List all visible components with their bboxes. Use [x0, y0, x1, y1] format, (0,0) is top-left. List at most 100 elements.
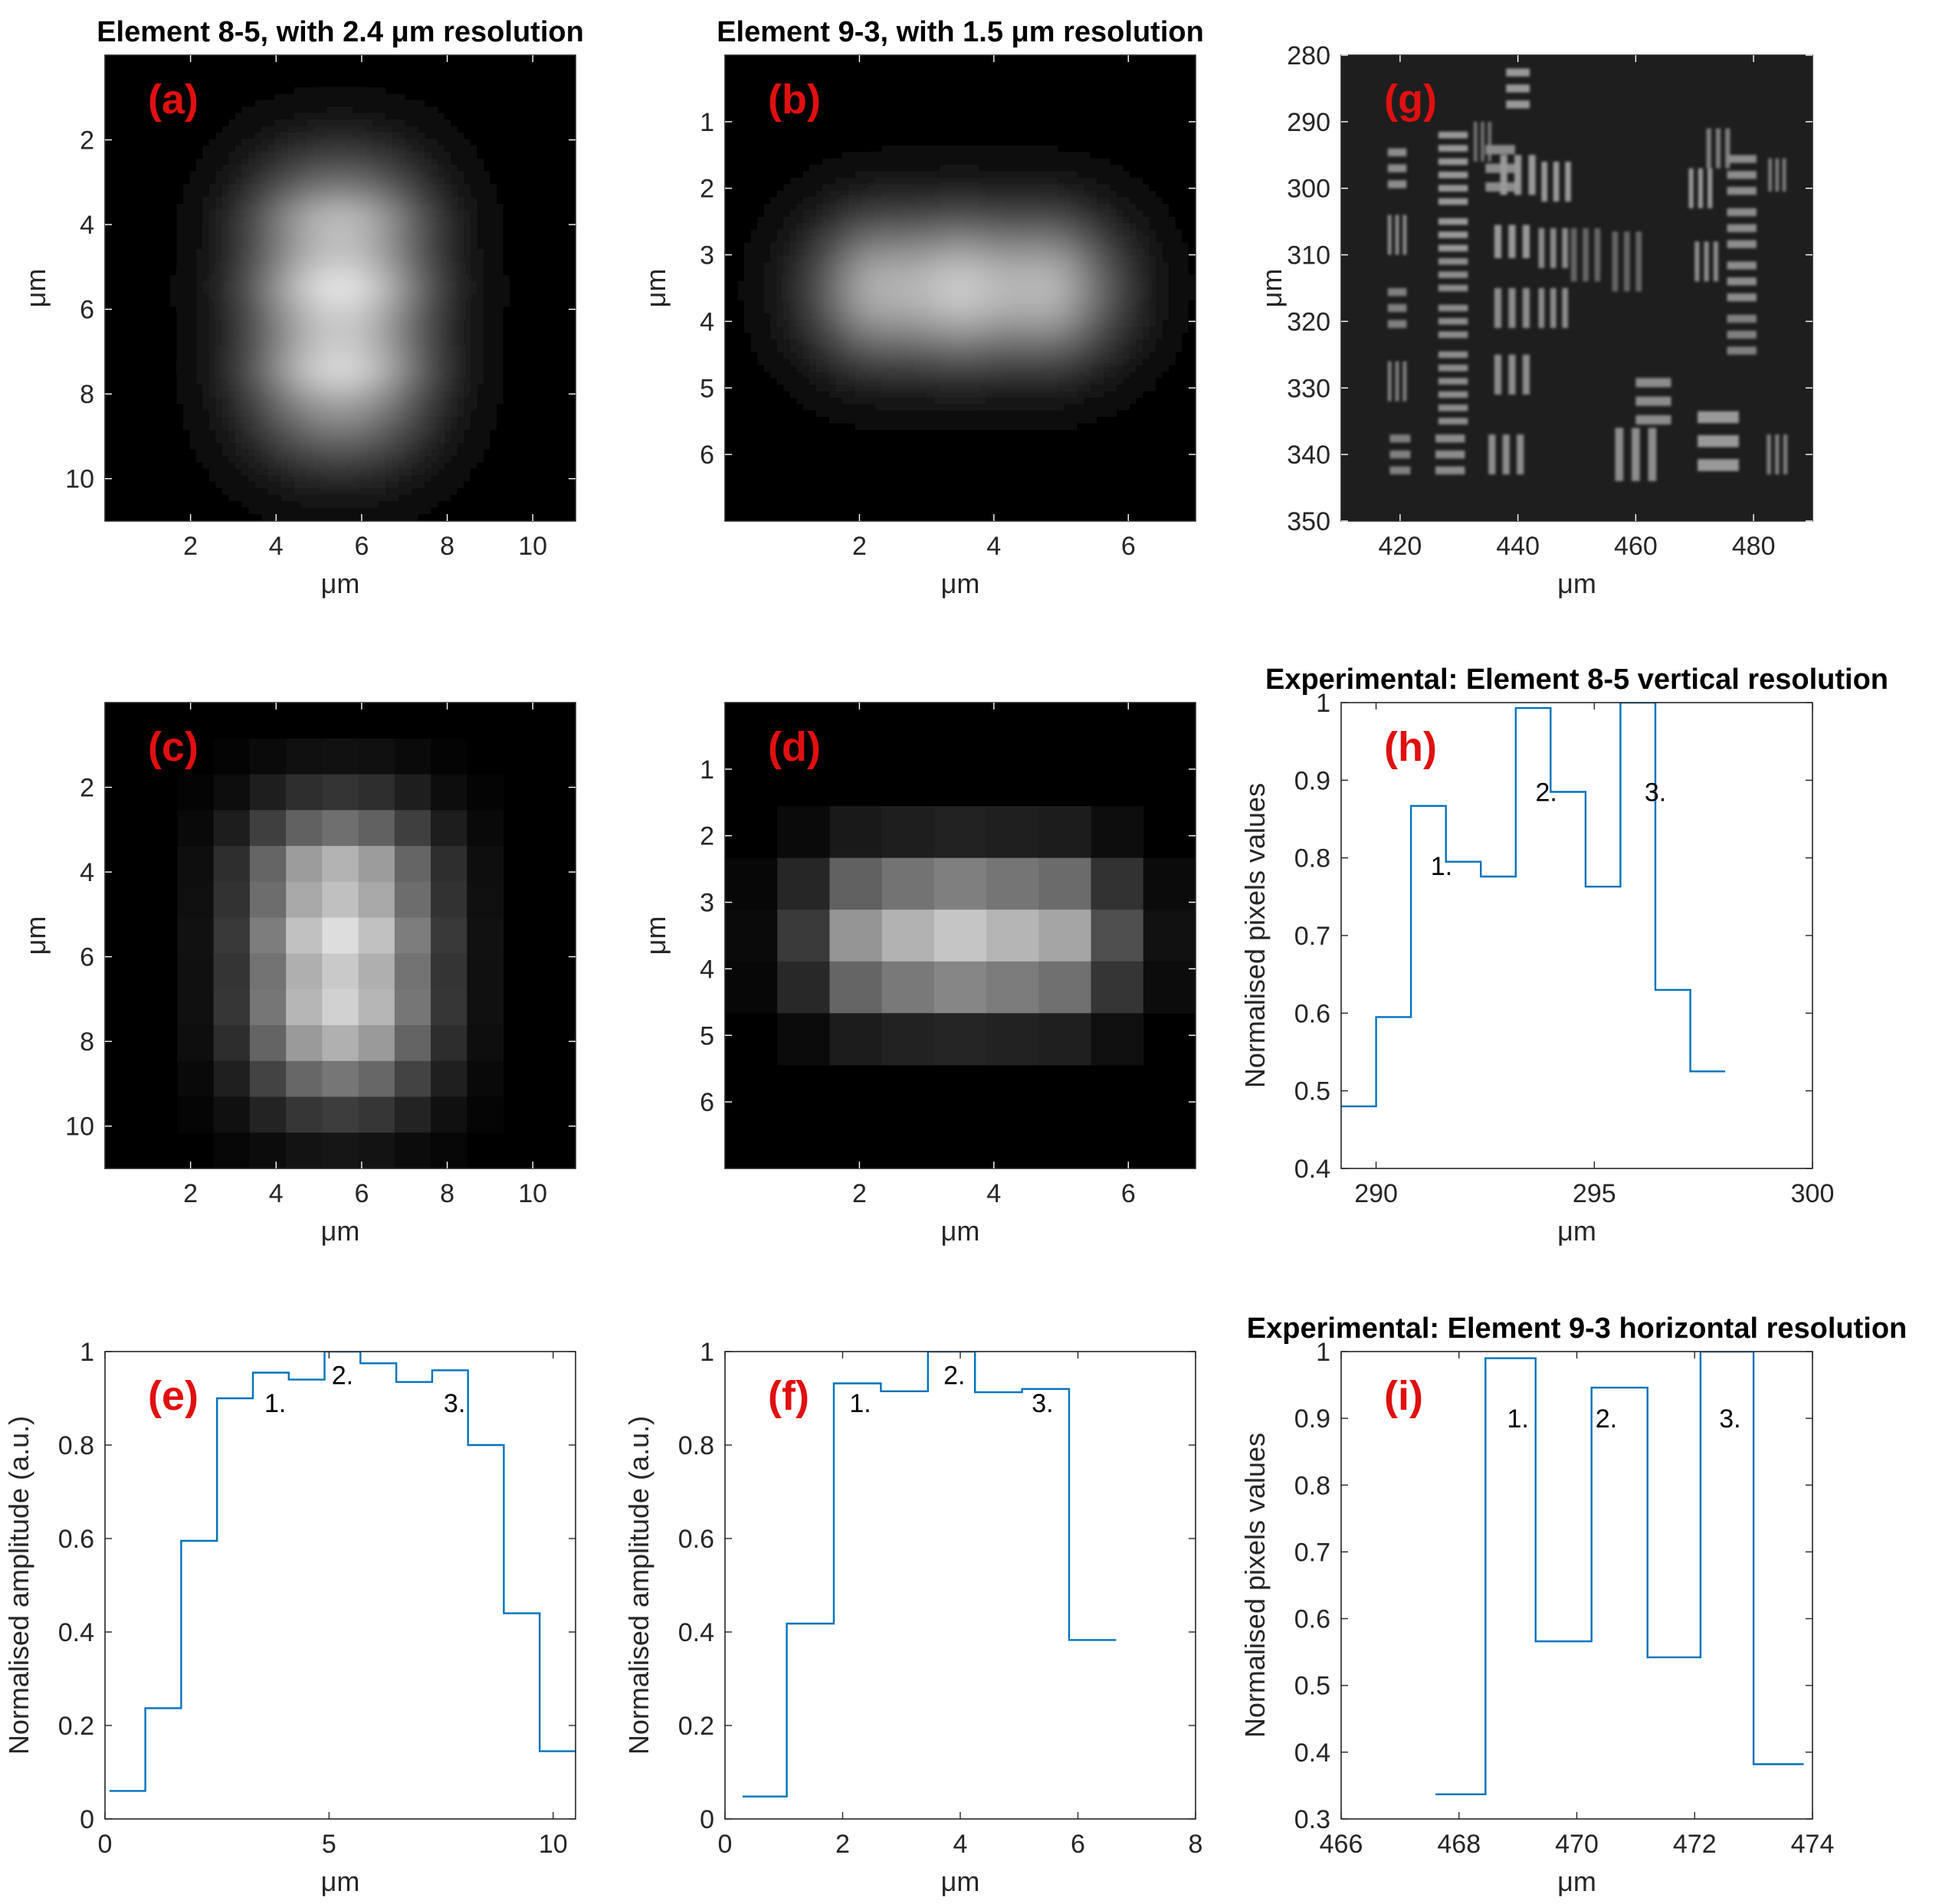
heatmap-cell — [366, 313, 374, 321]
heatmap-cell — [828, 197, 837, 205]
heatmap-cell — [307, 449, 315, 457]
heatmap-cell — [510, 300, 517, 308]
heatmap-cell — [425, 119, 432, 127]
heatmap-cell — [221, 119, 230, 127]
heatmap-cell — [900, 430, 909, 437]
heatmap-cell — [451, 287, 459, 296]
heatmap-cell — [399, 481, 406, 490]
heatmap-cell — [385, 222, 393, 231]
heatmap-cell — [392, 184, 400, 192]
heatmap-cell — [444, 494, 452, 503]
heatmap-cell — [874, 184, 883, 192]
heatmap-cell — [490, 385, 498, 392]
heatmap-cell — [274, 268, 282, 276]
heatmap-cell — [881, 268, 889, 276]
heatmap-cell — [841, 203, 850, 211]
heatmap-cell — [280, 468, 289, 477]
heatmap-cell — [294, 359, 302, 366]
heatmap-cell — [399, 177, 406, 185]
heatmap-cell — [353, 203, 361, 211]
heatmap-cell — [405, 139, 413, 146]
heatmap-cell — [333, 293, 341, 302]
heatmap-cell — [261, 158, 269, 166]
heatmap-cell — [914, 306, 922, 315]
heatmap-cell — [241, 326, 250, 334]
heatmap-cell — [326, 235, 335, 244]
heatmap-cell — [737, 313, 746, 321]
heatmap-cell — [241, 481, 250, 490]
heatmap-cell — [313, 468, 322, 477]
heatmap-cell — [379, 488, 387, 496]
heatmap-cell — [202, 261, 211, 270]
heatmap-cell — [287, 462, 295, 470]
heatmap-cell — [392, 106, 400, 114]
heatmap-cell — [914, 352, 922, 360]
heatmap-cell — [359, 333, 367, 341]
heatmap-cell — [228, 190, 237, 198]
heatmap-cell — [946, 145, 955, 153]
heatmap-cell — [202, 216, 211, 224]
heatmap-cell — [274, 113, 282, 121]
heatmap-cell — [280, 287, 289, 296]
heatmap-cell — [169, 397, 178, 405]
heatmap-cell — [470, 145, 478, 153]
heatmap-cell — [451, 507, 459, 516]
heatmap-cell — [815, 158, 824, 166]
heatmap-cell — [267, 300, 276, 308]
heatmap-cell — [431, 190, 439, 198]
heatmap-cell — [776, 372, 785, 379]
heatmap-cell — [202, 293, 211, 302]
heatmap-cell — [457, 462, 465, 470]
heatmap-cell — [835, 293, 844, 302]
heatmap-cell — [202, 145, 211, 153]
heatmap-cell — [241, 436, 250, 444]
heatmap-cell — [274, 507, 282, 516]
heatmap-cell — [828, 242, 837, 250]
heatmap-cell — [861, 339, 870, 347]
heatmap-cell — [425, 378, 432, 386]
heatmap-cell — [451, 300, 459, 308]
heatmap-cell — [274, 139, 282, 146]
heatmap-cell — [208, 313, 217, 321]
heatmap-cell — [815, 171, 824, 179]
heatmap-cell — [783, 313, 791, 321]
heatmap-cell — [307, 475, 315, 483]
heatmap-cell — [737, 280, 746, 289]
heatmap-cell — [431, 385, 439, 392]
heatmap-cell — [848, 436, 857, 444]
heatmap-cell — [809, 410, 817, 418]
heatmap-cell — [366, 385, 374, 392]
heatmap-cell — [737, 229, 746, 238]
heatmap-cell — [215, 177, 224, 185]
heatmap-cell — [340, 436, 348, 444]
heatmap-cell — [822, 339, 831, 347]
heatmap-cell — [418, 313, 426, 321]
heatmap-cell — [392, 203, 400, 211]
heatmap-cell — [497, 306, 504, 315]
heatmap-cell — [176, 287, 184, 296]
heatmap-cell — [254, 352, 263, 360]
heatmap-cell — [379, 67, 387, 75]
heatmap-cell — [195, 391, 204, 399]
heatmap-cell — [470, 339, 478, 347]
heatmap-cell — [300, 268, 308, 276]
heatmap-cell — [399, 132, 406, 140]
heatmap-cell — [333, 333, 341, 341]
heatmap-cell — [169, 410, 178, 418]
heatmap-cell — [235, 443, 243, 451]
heatmap-cell — [470, 197, 478, 205]
heatmap-cell — [372, 436, 380, 444]
heatmap-cell — [208, 430, 217, 437]
heatmap-cell — [796, 261, 804, 270]
heatmap-cell — [300, 501, 308, 509]
heatmap-cell — [757, 255, 765, 263]
heatmap-cell — [385, 391, 393, 399]
heatmap-cell — [208, 197, 217, 205]
heatmap-cell — [914, 158, 922, 166]
heatmap-cell — [235, 93, 243, 101]
heatmap-cell — [490, 300, 498, 308]
heatmap-cell — [470, 436, 478, 444]
heatmap-cell — [385, 113, 393, 121]
heatmap-cell — [763, 190, 772, 198]
heatmap-cell — [346, 87, 354, 95]
